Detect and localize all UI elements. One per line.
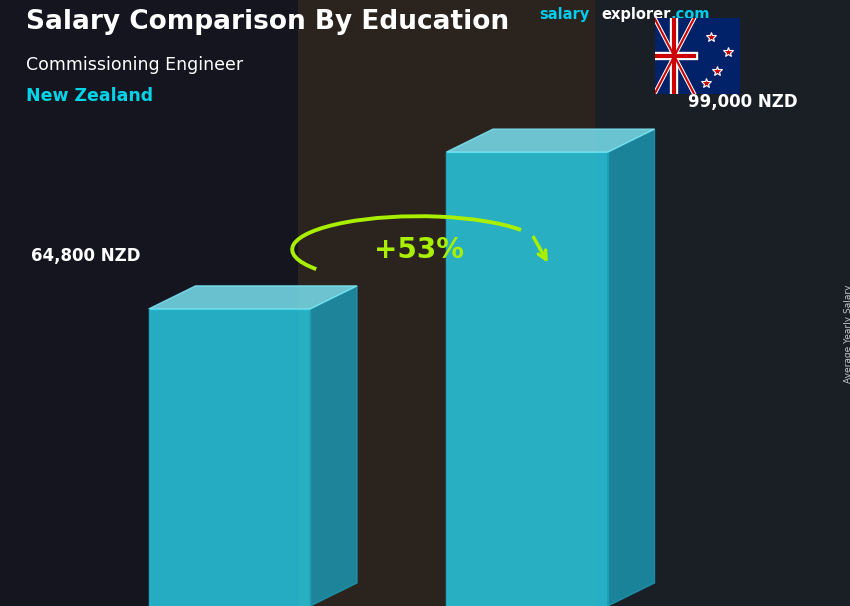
Polygon shape [149, 309, 310, 606]
Polygon shape [149, 286, 357, 309]
Bar [595, 0, 850, 606]
Text: salary: salary [540, 7, 590, 22]
Polygon shape [446, 129, 654, 152]
Text: +53%: +53% [374, 236, 463, 264]
Text: .com: .com [671, 7, 710, 22]
Polygon shape [608, 129, 654, 606]
Bar [298, 0, 595, 606]
Bar [0, 0, 298, 606]
Text: New Zealand: New Zealand [26, 87, 153, 105]
Text: 64,800 NZD: 64,800 NZD [31, 247, 140, 265]
Polygon shape [310, 286, 357, 606]
Text: 99,000 NZD: 99,000 NZD [688, 93, 798, 111]
Text: explorer: explorer [601, 7, 671, 22]
Text: Commissioning Engineer: Commissioning Engineer [26, 56, 242, 74]
Polygon shape [446, 152, 608, 606]
Text: Salary Comparison By Education: Salary Comparison By Education [26, 9, 508, 35]
Text: Average Yearly Salary: Average Yearly Salary [844, 284, 850, 382]
